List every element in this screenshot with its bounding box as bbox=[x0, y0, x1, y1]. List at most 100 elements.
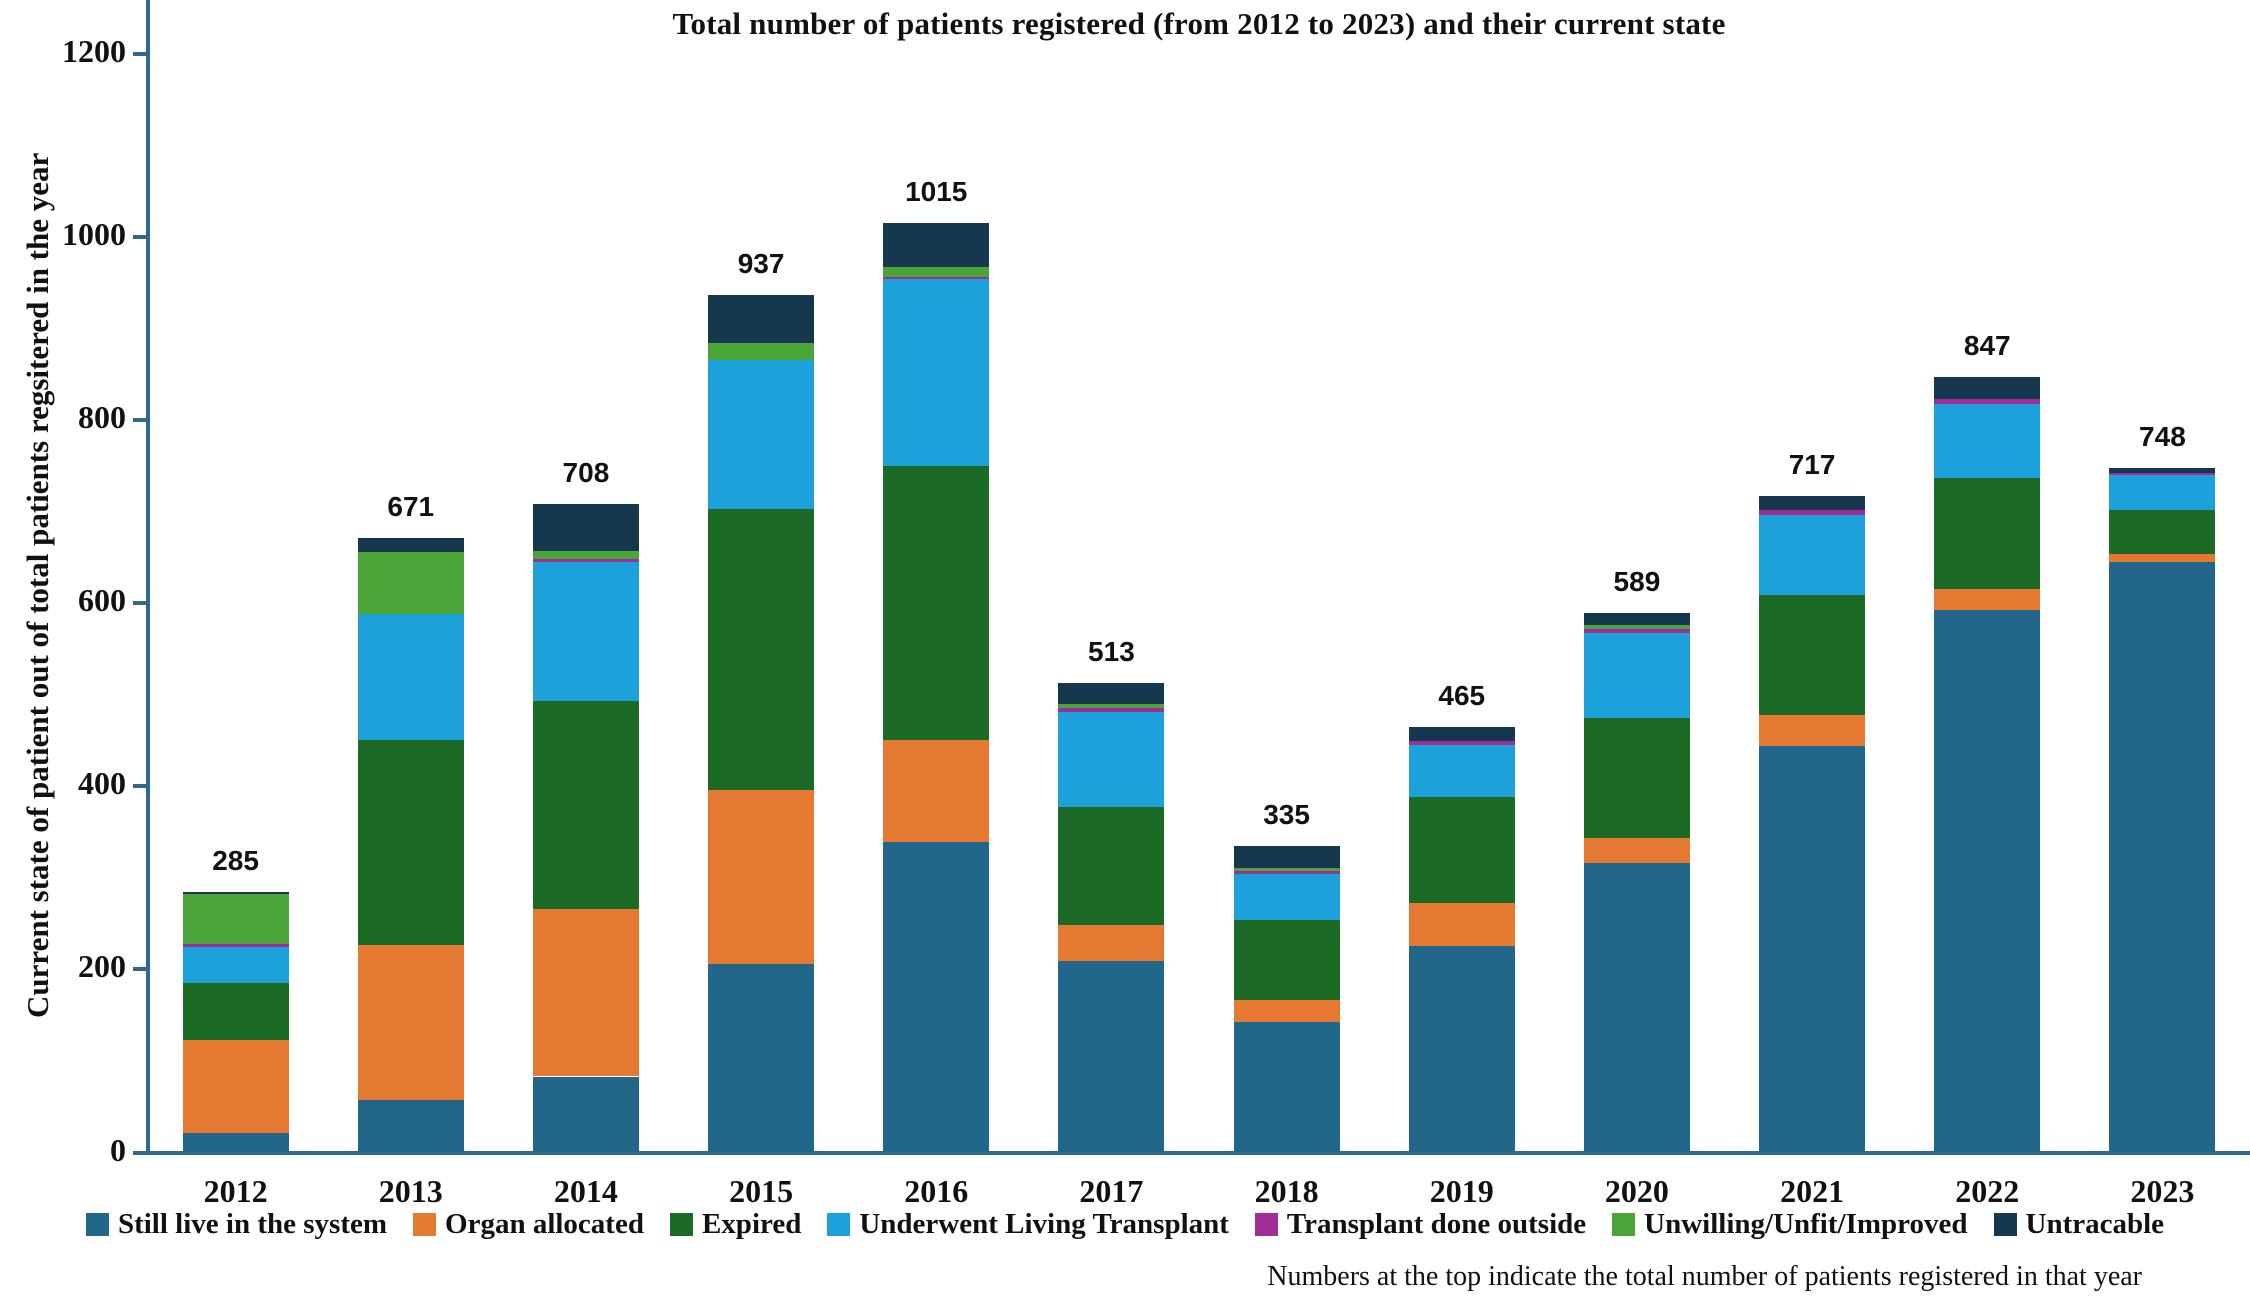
bar-segment-still-live-in-the-system bbox=[532, 1076, 639, 1153]
bar-segment-underwent-living-transplant bbox=[883, 279, 990, 466]
bar-segment-unwilling-unfit-improved bbox=[1583, 625, 1690, 629]
bar-segment-organ-allocated bbox=[1583, 837, 1690, 864]
bar-segment-underwent-living-transplant bbox=[1058, 712, 1165, 808]
bar-segment-unwilling-unfit-improved bbox=[1058, 703, 1165, 709]
bar-segment-still-live-in-the-system bbox=[1583, 863, 1690, 1153]
legend-item: Unwilling/Unfit/Improved bbox=[1612, 1208, 1968, 1241]
bar-segment-transplant-done-outside bbox=[1759, 509, 1866, 516]
bar-segment-organ-allocated bbox=[1759, 714, 1866, 746]
bar-segment-underwent-living-transplant bbox=[2109, 474, 2216, 510]
bar-segment-organ-allocated bbox=[708, 789, 815, 964]
legend-item: Underwent Living Transplant bbox=[827, 1208, 1229, 1241]
bar-segment-untracable bbox=[357, 538, 464, 552]
bar-segment-untracable bbox=[1058, 682, 1165, 704]
bar-segment-transplant-done-outside bbox=[1408, 741, 1515, 746]
bar-total-label: 717 bbox=[1788, 449, 1836, 480]
bar-segment-still-live-in-the-system bbox=[1233, 1022, 1340, 1153]
y-tick-label: 200 bbox=[78, 948, 126, 985]
legend-label: Expired bbox=[701, 1208, 802, 1240]
bar-segment-transplant-done-outside bbox=[883, 277, 990, 279]
bar-segment-untracable bbox=[532, 504, 639, 551]
y-tick bbox=[133, 784, 147, 789]
bar-segment-expired bbox=[1583, 717, 1690, 838]
y-tick bbox=[133, 1150, 147, 1155]
legend-label: Untracable bbox=[2025, 1208, 2165, 1240]
bar-total-label: 748 bbox=[2139, 420, 2186, 452]
bar-segment-still-live-in-the-system bbox=[708, 963, 815, 1153]
legend-item: Transplant done outside bbox=[1254, 1208, 1587, 1241]
bar-segment-still-live-in-the-system bbox=[1759, 745, 1866, 1153]
legend-swatch-icon bbox=[669, 1213, 693, 1236]
bar-total-label: 589 bbox=[1613, 566, 1661, 598]
bar-total-label: 1015 bbox=[905, 176, 968, 208]
bar-segment-untracable bbox=[2109, 467, 2216, 474]
legend-label: Organ allocated bbox=[445, 1208, 644, 1240]
x-tick-label: 2017 bbox=[1079, 1173, 1144, 1209]
bar-segment-organ-allocated bbox=[357, 944, 464, 1101]
legend-item: Untracable bbox=[1993, 1208, 2165, 1241]
bar-segment-expired bbox=[1058, 807, 1165, 926]
bar-segment-organ-allocated bbox=[182, 1039, 289, 1134]
x-tick-label: 2014 bbox=[553, 1173, 618, 1209]
bar-segment-untracable bbox=[182, 891, 289, 895]
bar-segment-still-live-in-the-system bbox=[182, 1133, 289, 1153]
footnote: Numbers at the top indicate the total nu… bbox=[1267, 1261, 2142, 1292]
bar-total-label: 937 bbox=[737, 247, 785, 279]
legend-swatch-icon bbox=[1254, 1213, 1278, 1236]
legend-item: Still live in the system bbox=[85, 1208, 388, 1241]
bar-total-label: 285 bbox=[212, 844, 259, 876]
bar-segment-still-live-in-the-system bbox=[883, 842, 990, 1153]
bar-segment-underwent-living-transplant bbox=[182, 947, 289, 984]
y-tick-label: 400 bbox=[78, 765, 126, 802]
bar-segment-still-live-in-the-system bbox=[2109, 561, 2216, 1153]
bar-segment-organ-allocated bbox=[532, 908, 639, 1077]
bar-segment-transplant-done-outside bbox=[182, 943, 289, 948]
bar-segment-expired bbox=[532, 701, 639, 909]
bar-segment-untracable bbox=[1759, 496, 1866, 510]
bar-segment-untracable bbox=[708, 294, 815, 344]
bar-segment-transplant-done-outside bbox=[532, 559, 639, 562]
bar-segment-unwilling-unfit-improved bbox=[357, 551, 464, 615]
bar-segment-organ-allocated bbox=[883, 739, 990, 843]
bar-segment-expired bbox=[1934, 477, 2041, 590]
legend-label: Transplant done outside bbox=[1286, 1208, 1587, 1240]
x-tick-label: 2020 bbox=[1604, 1173, 1669, 1209]
bar-segment-expired bbox=[1233, 919, 1340, 1000]
bar-segment-expired bbox=[708, 508, 815, 790]
bar-segment-still-live-in-the-system bbox=[357, 1100, 464, 1153]
bar-segment-expired bbox=[1759, 594, 1866, 715]
y-tick bbox=[133, 967, 147, 972]
y-tick bbox=[133, 418, 147, 423]
x-tick-label: 2019 bbox=[1429, 1173, 1494, 1209]
bar-segment-expired bbox=[182, 983, 289, 1040]
bar-segment-unwilling-unfit-improved bbox=[182, 894, 289, 944]
y-tick bbox=[133, 234, 147, 239]
y-tick-label: 0 bbox=[110, 1131, 126, 1168]
bar-segment-untracable bbox=[883, 223, 990, 268]
bar-segment-underwent-living-transplant bbox=[1759, 515, 1866, 595]
bar-segment-underwent-living-transplant bbox=[1934, 403, 2041, 478]
bar-total-label: 465 bbox=[1438, 679, 1486, 711]
x-tick-label: 2015 bbox=[729, 1173, 794, 1209]
legend-label: Still live in the system bbox=[117, 1208, 388, 1240]
y-tick-label: 800 bbox=[78, 399, 126, 436]
legend-swatch-icon bbox=[1993, 1213, 2017, 1236]
x-axis bbox=[146, 1151, 2250, 1155]
bar-segment-organ-allocated bbox=[2109, 553, 2216, 562]
bar-segment-transplant-done-outside bbox=[1233, 871, 1340, 875]
legend-item: Expired bbox=[669, 1208, 802, 1241]
bar-segment-underwent-living-transplant bbox=[357, 614, 464, 740]
chart-title: Total number of patients registered (fro… bbox=[672, 6, 1726, 41]
bar-total-label: 708 bbox=[562, 457, 610, 489]
y-tick-label: 600 bbox=[78, 582, 126, 619]
legend-label: Underwent Living Transplant bbox=[859, 1208, 1229, 1240]
bar-segment-organ-allocated bbox=[1934, 589, 2041, 610]
bar-segment-transplant-done-outside bbox=[1583, 628, 1690, 634]
bar-segment-untracable bbox=[1233, 845, 1340, 868]
bar-segment-untracable bbox=[1934, 376, 2041, 399]
bar-segment-untracable bbox=[1408, 726, 1515, 742]
bar-segment-still-live-in-the-system bbox=[1934, 609, 2041, 1153]
bar-segment-underwent-living-transplant bbox=[1583, 633, 1690, 718]
legend-swatch-icon bbox=[827, 1213, 851, 1236]
